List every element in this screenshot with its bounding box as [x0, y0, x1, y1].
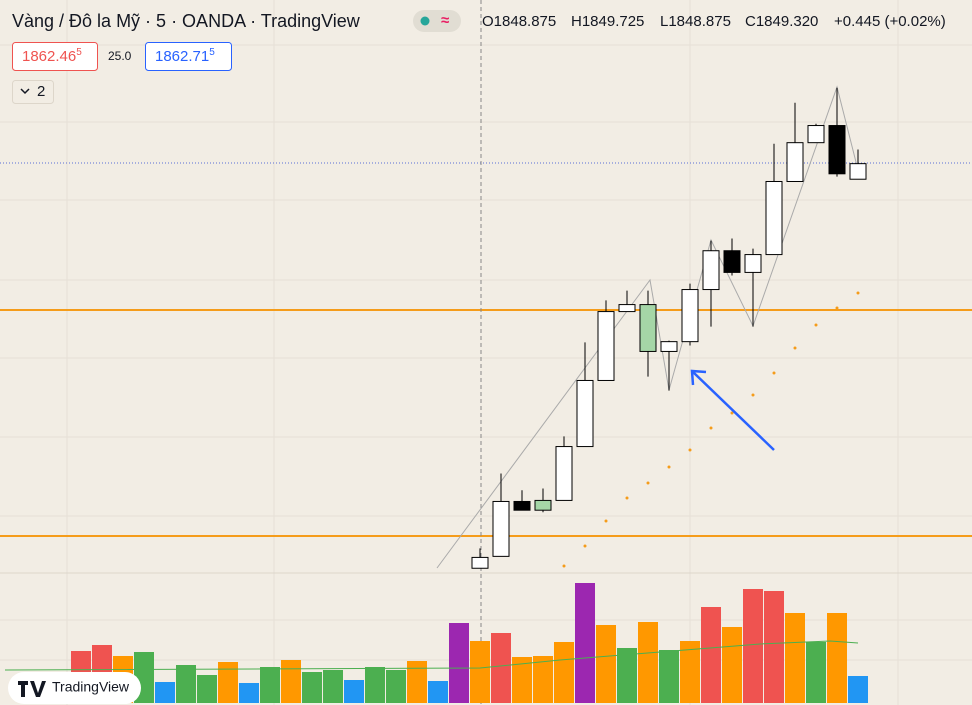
logo-text[interactable]: TradingView	[52, 679, 130, 695]
indicator-toggle[interactable]	[12, 80, 54, 104]
ohlc-high: H1849.725	[571, 13, 644, 30]
ohlc-change: +0.445 (+0.02%)	[834, 13, 946, 30]
volume-bar	[659, 650, 679, 703]
candle-body	[618, 304, 636, 313]
volume-bar	[764, 591, 784, 703]
volume-bar	[533, 656, 553, 703]
candle-body	[576, 379, 594, 448]
volume-bar	[596, 625, 616, 703]
candle-body	[639, 304, 657, 352]
volume-bar	[386, 670, 406, 703]
indicator-count[interactable]: 2	[37, 83, 45, 100]
zigzag	[436, 85, 859, 569]
candle-body	[702, 250, 720, 291]
ohlc-close: C1849.320	[745, 13, 818, 30]
candle-body	[849, 163, 867, 180]
candle-body	[744, 254, 762, 273]
sell-price[interactable]: 1862.465	[22, 47, 82, 65]
volume-bar	[638, 622, 658, 703]
volume-bar	[848, 676, 868, 703]
candle-body	[492, 500, 510, 557]
candle-body	[660, 341, 678, 352]
volume-bar	[470, 641, 490, 703]
ohlc-open: O1848.875	[482, 13, 556, 30]
volume-ma	[4, 640, 859, 671]
volume-bar	[218, 662, 238, 703]
candle-body	[597, 311, 615, 381]
spread: 25.0	[108, 49, 132, 63]
volume-bar	[239, 683, 259, 703]
volume-bar	[260, 667, 280, 703]
status: ≈	[413, 10, 461, 32]
volume-bar	[827, 613, 847, 703]
volume-bar	[575, 583, 595, 703]
arrow	[690, 369, 775, 451]
volume-bar	[428, 681, 448, 703]
candle-body	[786, 142, 804, 182]
candle-body	[513, 500, 531, 511]
volume-bar	[806, 642, 826, 703]
volume-bar	[785, 613, 805, 703]
buy-price[interactable]: 1862.715	[155, 47, 215, 65]
candle-body	[534, 499, 552, 511]
sar-dots	[562, 291, 860, 568]
candle-body	[681, 289, 699, 343]
volume-bar	[743, 589, 763, 703]
volume-bar	[701, 607, 721, 703]
candle-body	[723, 250, 741, 273]
volume-bar	[680, 641, 700, 703]
volume-bar	[449, 623, 469, 703]
volume-bar	[155, 682, 175, 703]
volume-bar	[554, 642, 574, 703]
volume-bar	[281, 660, 301, 703]
logo[interactable]: TradingView	[8, 672, 141, 704]
sell-button[interactable]	[12, 42, 98, 71]
candle-body	[555, 446, 573, 501]
ohlc-low: L1848.875	[660, 13, 731, 30]
volume-bar	[512, 657, 532, 703]
volume-bar	[722, 627, 742, 703]
volume-bar	[407, 661, 427, 703]
buy-button[interactable]	[145, 42, 232, 71]
candle-body	[807, 125, 825, 144]
candle-body	[828, 125, 846, 175]
volume-bar	[302, 672, 322, 703]
volume-bar	[491, 633, 511, 703]
volume-bar	[197, 675, 217, 703]
svg-text:≈: ≈	[441, 12, 449, 29]
volume-bar	[323, 670, 343, 703]
candle-body	[765, 180, 783, 256]
volume-bar	[365, 667, 385, 703]
volume-bar	[617, 648, 637, 703]
volume-bar	[344, 680, 364, 703]
title: Vàng / Đô la Mỹ · 5 · OANDA · TradingVie…	[12, 11, 361, 31]
candle-body	[471, 556, 489, 569]
volume-bar	[176, 665, 196, 703]
